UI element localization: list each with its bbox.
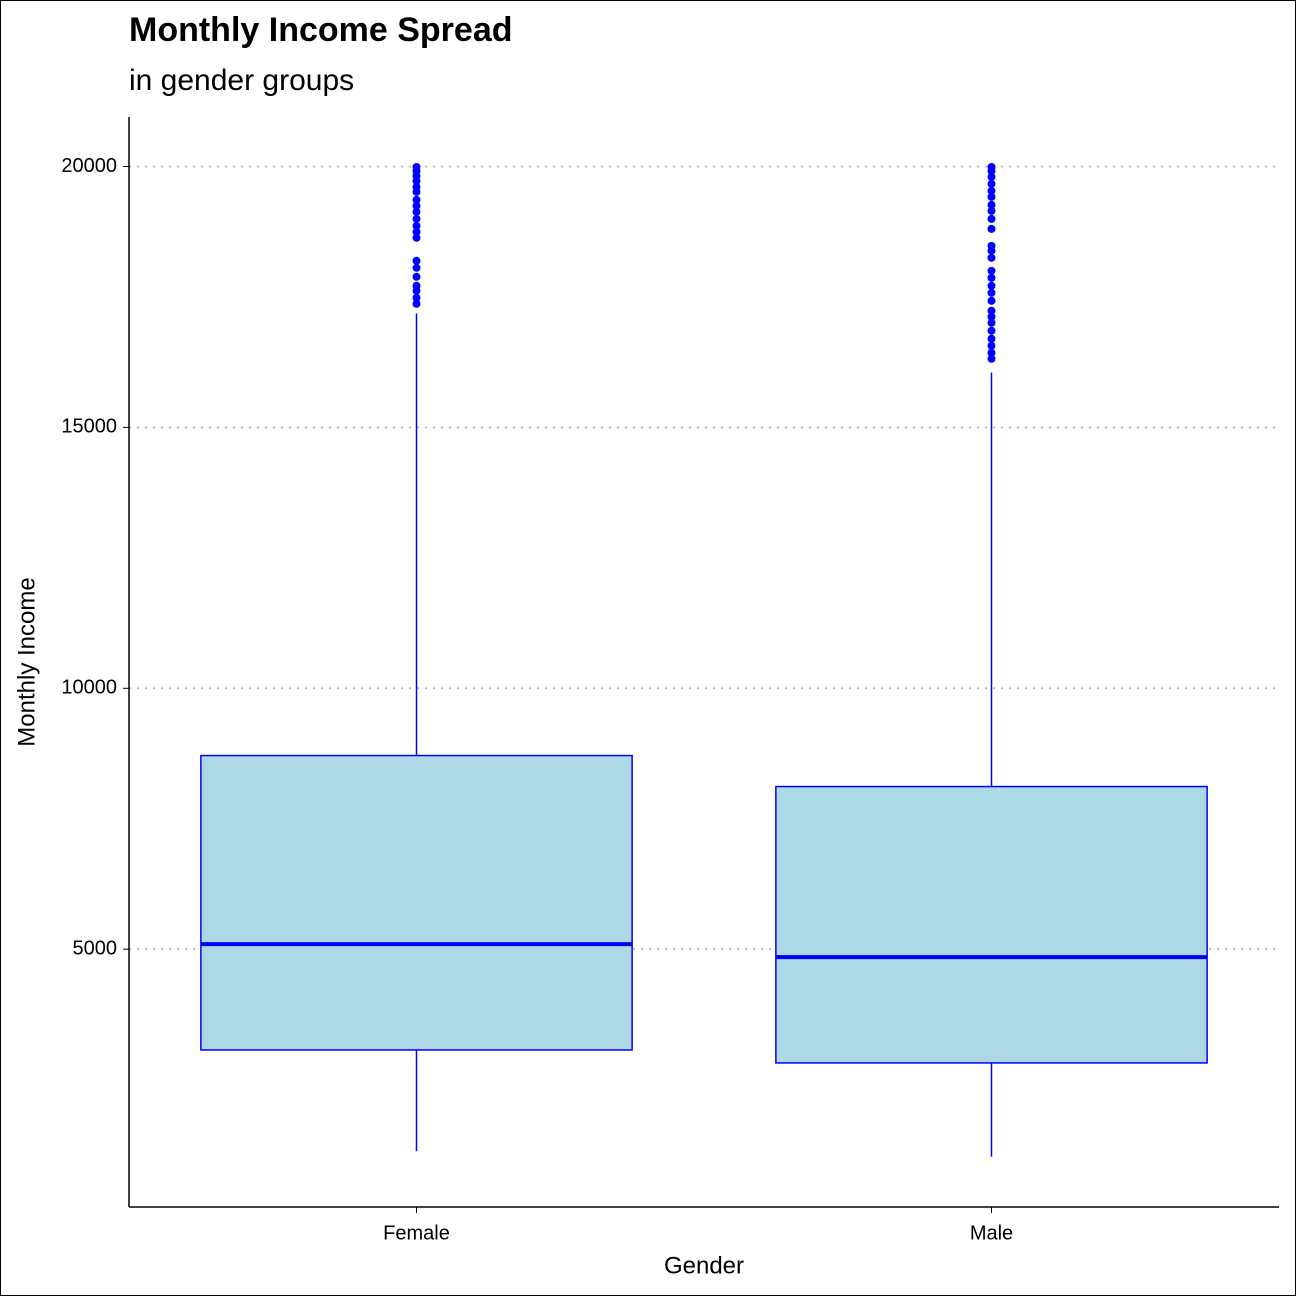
outlier [987, 334, 996, 343]
chart-title: Monthly Income Spread [129, 11, 513, 49]
x-tick-label: Female [383, 1222, 450, 1244]
outlier [987, 326, 996, 335]
outlier [987, 318, 996, 327]
outlier [412, 272, 421, 281]
outlier [987, 206, 996, 215]
outlier [987, 186, 996, 195]
outlier [987, 306, 996, 315]
box [775, 785, 1208, 1064]
outlier [412, 227, 421, 236]
outlier [987, 200, 996, 209]
outlier [987, 296, 996, 305]
outlier [412, 293, 421, 302]
y-tick-label: 10000 [61, 677, 117, 699]
outlier [987, 288, 996, 297]
outlier [412, 221, 421, 230]
outlier [412, 299, 421, 308]
outlier [412, 214, 421, 223]
outlier [987, 172, 996, 181]
x-tick-label: Male [970, 1222, 1013, 1244]
outlier [412, 281, 421, 290]
outlier [412, 263, 421, 272]
y-axis-label: Monthly Income [13, 577, 40, 746]
y-tick-label: 5000 [73, 937, 118, 959]
box [200, 754, 633, 1051]
outlier [412, 201, 421, 210]
outlier [412, 162, 421, 171]
outlier [987, 253, 996, 262]
outlier [412, 207, 421, 216]
outlier [987, 273, 996, 282]
outlier [987, 241, 996, 250]
outlier [412, 256, 421, 265]
outlier [987, 192, 996, 201]
x-axis-label: Gender [664, 1252, 744, 1279]
y-tick-label: 20000 [61, 155, 117, 177]
outlier [987, 214, 996, 223]
outlier [987, 224, 996, 233]
y-tick-label: 15000 [61, 416, 117, 438]
outlier [412, 195, 421, 204]
chart-subtitle: in gender groups [129, 64, 354, 97]
outlier [987, 354, 996, 363]
outlier [987, 162, 996, 171]
outlier [412, 182, 421, 191]
outlier [987, 179, 996, 188]
outlier [987, 341, 996, 350]
outlier [987, 281, 996, 290]
outlier [987, 312, 996, 321]
outlier [987, 348, 996, 357]
outlier [987, 266, 996, 275]
outlier [412, 233, 421, 242]
